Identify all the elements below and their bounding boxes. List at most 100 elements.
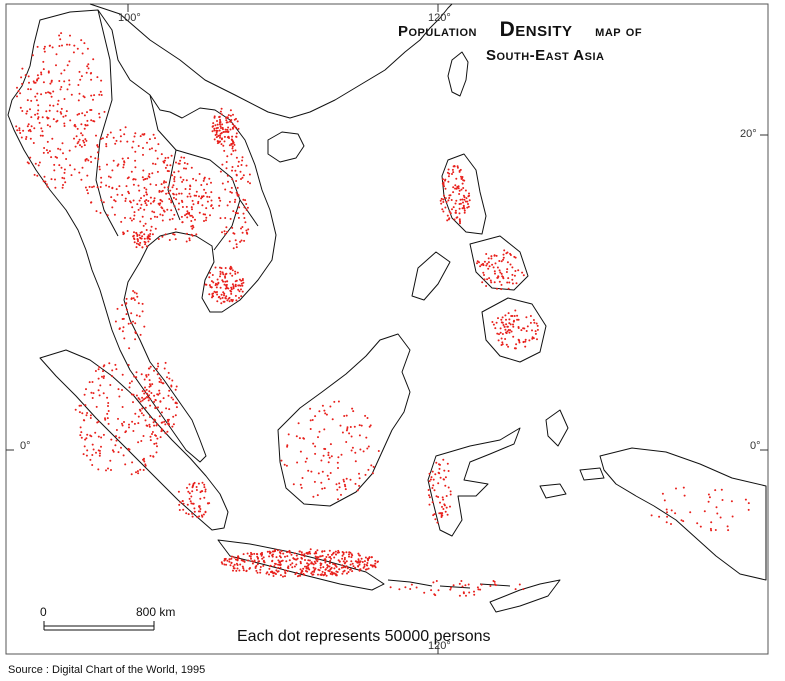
population-dot [127, 364, 130, 366]
population-dot [316, 556, 319, 559]
population-dot [52, 104, 55, 107]
population-dot [133, 422, 136, 425]
population-dot [431, 487, 434, 489]
population-dot [132, 393, 135, 396]
population-dot [663, 499, 666, 502]
population-dot [235, 132, 238, 135]
population-dot [107, 467, 109, 470]
population-dot [454, 209, 457, 212]
population-dot [158, 190, 161, 193]
population-dot [182, 178, 185, 181]
population-dot [156, 216, 159, 218]
population-dot [232, 149, 235, 152]
population-dot [133, 299, 136, 301]
population-dot [121, 422, 123, 425]
population-dot [88, 185, 91, 188]
population-dot [73, 168, 76, 171]
population-dot [487, 261, 490, 264]
population-dot [435, 495, 438, 498]
population-dot [343, 569, 346, 572]
population-dot [80, 132, 83, 135]
lon-120-bottom-label: 120° [428, 640, 451, 652]
population-dot [308, 559, 311, 562]
population-dot [236, 564, 239, 566]
population-dot [237, 555, 240, 558]
population-dot [234, 294, 237, 297]
population-dot [193, 510, 196, 513]
population-dot [253, 560, 256, 563]
population-dot [243, 239, 246, 242]
population-dot [41, 116, 44, 119]
population-dot [52, 90, 55, 93]
population-dot [139, 135, 142, 138]
population-dot [482, 271, 485, 274]
population-dot [143, 378, 146, 381]
population-dot [146, 141, 148, 144]
population-dot [78, 411, 81, 414]
population-dot [160, 421, 163, 424]
population-dot [20, 76, 23, 79]
population-dot [488, 277, 491, 280]
population-dot [496, 266, 499, 269]
population-dot [122, 326, 125, 329]
population-dot [216, 123, 219, 126]
population-dot [131, 420, 134, 423]
population-dot [220, 107, 223, 110]
population-dot [249, 567, 251, 569]
population-dot [714, 529, 717, 531]
population-dot [40, 73, 43, 76]
population-dot [133, 291, 136, 294]
population-dot [226, 299, 229, 302]
population-dot [242, 281, 245, 284]
population-dot [463, 207, 466, 210]
population-dot [307, 469, 310, 472]
population-dot [241, 565, 244, 568]
population-dot [465, 197, 468, 200]
population-dot [84, 123, 87, 126]
population-dot [482, 264, 485, 267]
population-dot [327, 461, 330, 464]
population-dot [142, 153, 144, 156]
population-dot [226, 559, 229, 562]
population-dot [499, 331, 502, 334]
population-dot [286, 555, 289, 558]
population-dot [27, 88, 30, 91]
population-dot [167, 394, 170, 397]
population-dot [143, 460, 146, 463]
population-dot [132, 297, 135, 300]
population-dot [61, 176, 64, 179]
population-dot [333, 556, 336, 559]
population-dot [192, 216, 194, 219]
population-dot [153, 215, 156, 218]
population-dot [444, 484, 447, 487]
population-dot [179, 501, 182, 504]
population-dot [228, 560, 231, 563]
population-dot [33, 127, 36, 130]
population-dot [220, 138, 223, 141]
population-dot [131, 146, 134, 149]
population-dot [100, 445, 102, 448]
population-dot [528, 339, 531, 342]
population-dot [243, 560, 246, 563]
population-dot [234, 239, 237, 242]
population-dot [97, 468, 100, 471]
population-dot [54, 155, 57, 158]
population-dot [55, 53, 58, 56]
population-dot [30, 99, 33, 102]
population-dot [473, 593, 476, 596]
population-dot [232, 141, 235, 144]
population-dot [65, 110, 68, 113]
population-dot [374, 559, 377, 562]
population-dot [295, 558, 298, 561]
population-dot [502, 256, 505, 259]
population-dot [142, 469, 145, 471]
population-dot [497, 275, 500, 278]
population-dot [313, 480, 316, 483]
population-dot [28, 81, 30, 84]
population-dot [139, 207, 142, 210]
population-dot [300, 551, 303, 554]
population-dot [58, 164, 61, 167]
population-dot [342, 560, 345, 563]
population-dot [170, 201, 173, 204]
population-dot [106, 417, 109, 420]
